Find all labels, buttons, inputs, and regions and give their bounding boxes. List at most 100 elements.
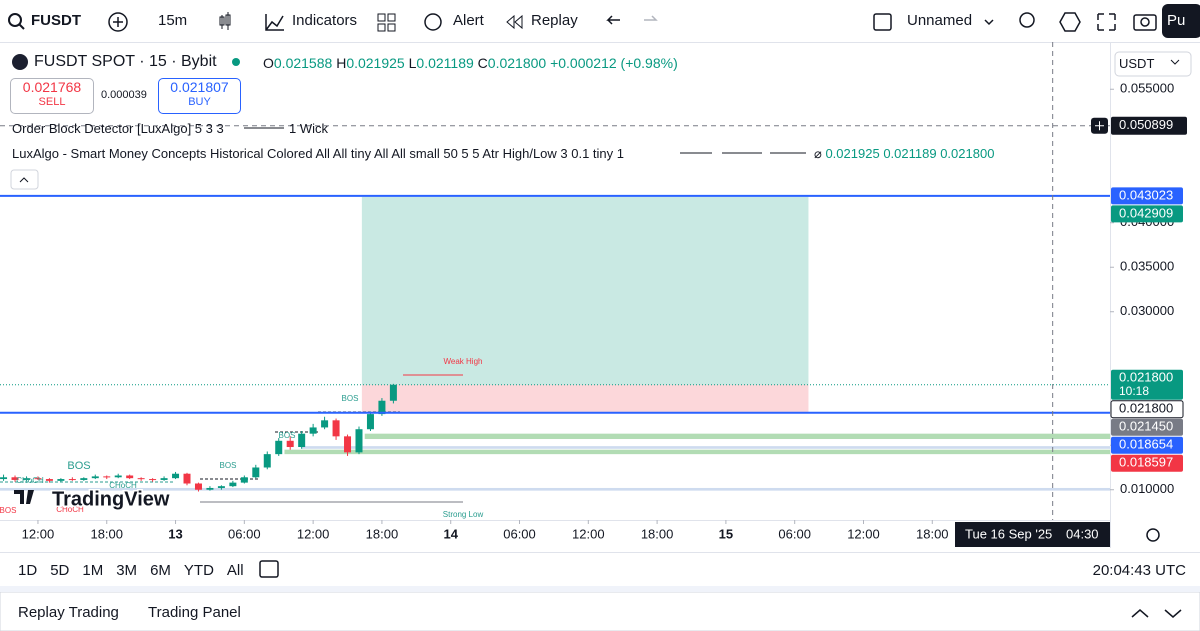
sell-button[interactable]: 0.021768 SELL bbox=[10, 78, 94, 114]
y-tick-label: 0.055000 bbox=[1120, 81, 1174, 96]
o-value: 0.021588 bbox=[273, 55, 333, 71]
snapshot-icon bbox=[1140, 17, 1150, 27]
indicator-smc[interactable]: LuxAlgo - Smart Money Concepts Historica… bbox=[12, 146, 625, 161]
x-tick-label: 06:00 bbox=[228, 526, 261, 541]
watermark: TradingView bbox=[52, 488, 170, 510]
timeframes: 1D 5D 1M 3M 6M YTD All bbox=[18, 562, 244, 579]
timeframe[interactable]: 5D bbox=[50, 562, 70, 579]
crosshair-plus-icon bbox=[1095, 121, 1104, 131]
layout-icon[interactable] bbox=[873, 13, 892, 31]
alert-button[interactable]: Alert bbox=[453, 12, 484, 29]
interval[interactable]: 15m bbox=[158, 12, 188, 29]
annotation: CHoCH bbox=[56, 505, 84, 514]
x-tick-label: 14 bbox=[443, 526, 458, 541]
undo-icon[interactable] bbox=[606, 15, 620, 25]
chart-type-icon[interactable] bbox=[219, 12, 231, 30]
dropdown-icon[interactable] bbox=[984, 19, 994, 26]
publish-button[interactable] bbox=[1162, 4, 1200, 38]
symbol[interactable]: FUSDT bbox=[31, 12, 81, 29]
add-symbol-icon[interactable] bbox=[108, 12, 128, 32]
candle-body bbox=[0, 477, 8, 480]
price-label-text: 0.021450 bbox=[1119, 419, 1173, 434]
date-range-icon[interactable] bbox=[259, 560, 279, 578]
collapse-panel-icon[interactable] bbox=[1164, 609, 1182, 618]
layout-name[interactable]: Unnamed bbox=[907, 12, 973, 29]
templates-icon[interactable] bbox=[377, 13, 396, 32]
c-label: C bbox=[477, 55, 488, 71]
settings-icon[interactable] bbox=[1059, 12, 1081, 32]
candle-body bbox=[286, 440, 294, 448]
timeframe[interactable]: 6M bbox=[150, 562, 171, 579]
timeframe[interactable]: 3M bbox=[116, 562, 138, 579]
x-tick-label: 18:00 bbox=[916, 526, 949, 541]
publish-label[interactable]: Pu bbox=[1167, 12, 1186, 29]
price-label-text: 0.021800 bbox=[1119, 401, 1173, 416]
buy-button[interactable]: 0.021807 BUY bbox=[158, 78, 241, 114]
search-icon[interactable] bbox=[8, 13, 22, 27]
candle-body bbox=[137, 478, 145, 480]
panel-gap bbox=[0, 586, 1200, 592]
indicator-order-block[interactable]: Order Block Detector [LuxAlgo] 5 3 3 bbox=[12, 121, 224, 136]
price-label-text: 0.018597 bbox=[1119, 455, 1173, 470]
add-symbol-icon bbox=[113, 17, 123, 27]
axis-settings-icon[interactable] bbox=[1146, 528, 1160, 542]
x-tick-label: 18:00 bbox=[641, 526, 674, 541]
candle-body bbox=[172, 473, 180, 479]
order-block bbox=[364, 433, 1111, 440]
h-label: H bbox=[336, 55, 347, 71]
crosshair-y-label bbox=[1111, 116, 1187, 135]
price-label bbox=[1110, 400, 1184, 419]
candle-body bbox=[332, 420, 340, 437]
candle-body bbox=[309, 427, 317, 434]
price-label bbox=[1111, 369, 1183, 400]
x-tick-label: 06:00 bbox=[778, 526, 811, 541]
price-label-text: 0.021800 bbox=[1119, 370, 1173, 385]
candle-body bbox=[160, 478, 168, 480]
candle-body bbox=[11, 477, 19, 480]
sell-label: SELL bbox=[38, 96, 66, 108]
candle-body bbox=[321, 420, 329, 428]
clock: 20:04:43 UTC bbox=[1092, 562, 1186, 579]
smc-value: 0.021800 bbox=[940, 146, 995, 161]
annotation: BOS bbox=[220, 461, 237, 470]
timeframe[interactable]: 1M bbox=[82, 562, 104, 579]
legend-title: FUSDT SPOT · 15 · Bybit bbox=[34, 53, 217, 70]
candle-body bbox=[34, 478, 42, 480]
candle-body bbox=[217, 486, 225, 488]
timeframe[interactable]: YTD bbox=[183, 562, 214, 579]
annotation: CHoCH bbox=[16, 476, 44, 485]
candle-body bbox=[149, 479, 157, 481]
x-tick-label: 12:00 bbox=[297, 526, 330, 541]
currency[interactable]: USDT bbox=[1119, 56, 1155, 71]
expand-panel-icon[interactable] bbox=[1131, 609, 1149, 618]
collapse-icon bbox=[19, 177, 29, 183]
o-label: O bbox=[263, 55, 274, 71]
snapshot-icon[interactable] bbox=[1133, 14, 1157, 31]
timeframe[interactable]: 1D bbox=[18, 562, 38, 579]
annotation: Strong Low bbox=[443, 510, 484, 519]
indicators-button[interactable]: Indicators bbox=[292, 12, 358, 29]
fullscreen-icon[interactable] bbox=[1097, 13, 1116, 31]
sell-price: 0.021768 bbox=[22, 79, 82, 95]
indicator-smc-values: ⌀ 0.021925 0.021189 0.021800 bbox=[814, 146, 994, 162]
collapse-button[interactable] bbox=[10, 169, 39, 190]
crosshair-date: Tue 16 Sep '25 bbox=[965, 526, 1052, 541]
candle-body bbox=[126, 475, 134, 479]
bottom-tab[interactable]: Trading Panel bbox=[148, 604, 241, 621]
candle-body bbox=[103, 476, 111, 478]
candle-body bbox=[252, 467, 260, 478]
bottom-panel bbox=[0, 591, 1200, 631]
price-label-text: 0.043023 bbox=[1119, 187, 1173, 202]
replay-button[interactable]: Replay bbox=[531, 12, 578, 29]
quick-search-icon[interactable] bbox=[1019, 12, 1035, 28]
bottom-tab[interactable]: Replay Trading bbox=[18, 604, 119, 621]
candle-body bbox=[206, 487, 214, 490]
timeframe[interactable]: All bbox=[226, 562, 244, 579]
candle-body bbox=[91, 476, 99, 479]
currency-box[interactable] bbox=[1114, 51, 1192, 77]
x-tick-label: 06:00 bbox=[503, 526, 536, 541]
replay-icon bbox=[506, 14, 523, 30]
x-tick-label: 12:00 bbox=[572, 526, 605, 541]
crosshair-time: 04:30 bbox=[1066, 526, 1099, 541]
